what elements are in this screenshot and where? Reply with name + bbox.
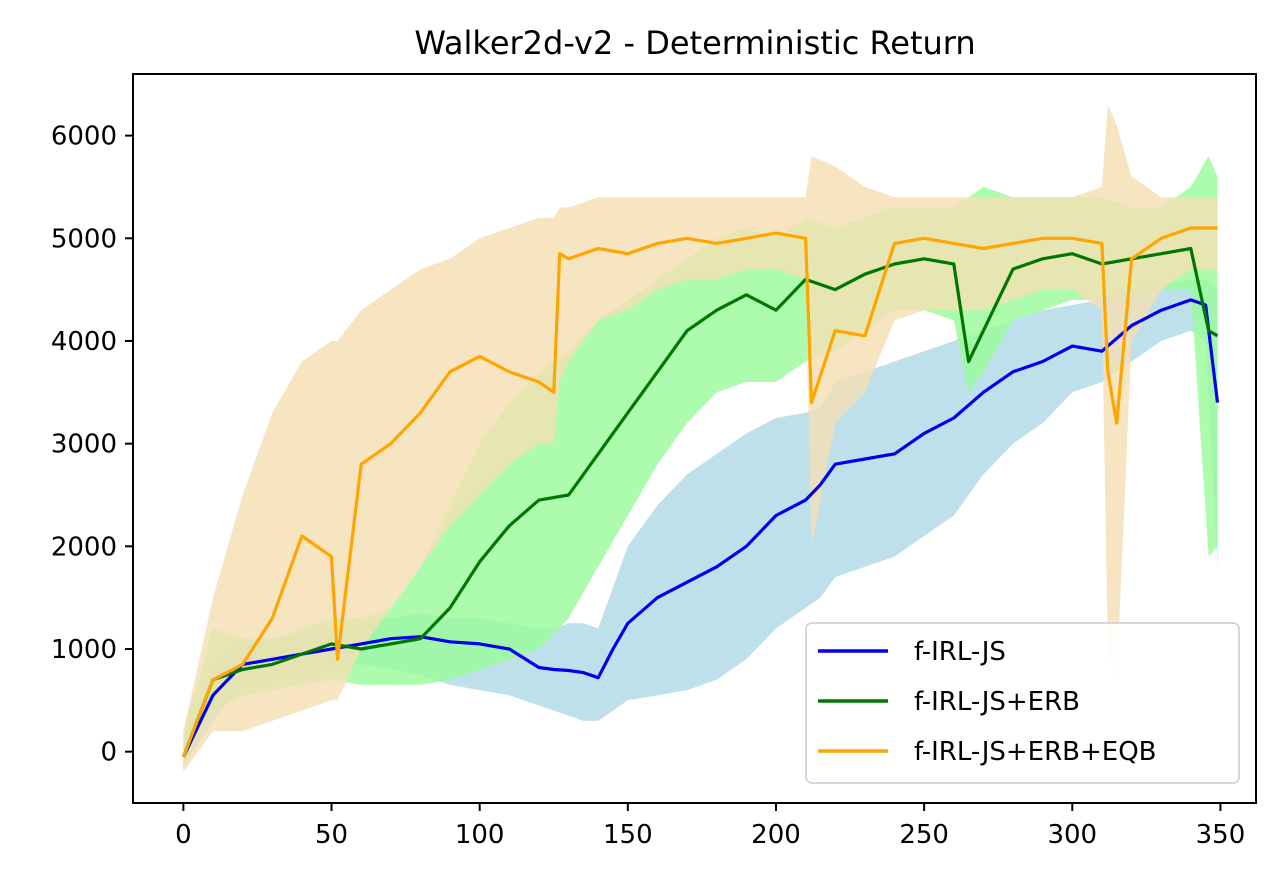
line-series-1 xyxy=(181,246,1219,758)
chart-title: Walker2d-v2 - Deterministic Return xyxy=(414,24,975,62)
x-tick-label: 350 xyxy=(1196,820,1246,850)
x-tick-label: 200 xyxy=(751,820,801,850)
series-lines xyxy=(181,226,1220,758)
legend: f-IRL-JS f-IRL-JS+ERB f-IRL-JS+ERB+EQB xyxy=(805,622,1240,784)
y-tick-label: 1000 xyxy=(51,635,117,665)
x-tick-label: 100 xyxy=(455,820,505,850)
y-tick-label: 4000 xyxy=(51,327,117,357)
legend-label-2: f-IRL-JS+ERB+EQB xyxy=(914,737,1157,767)
legend-box xyxy=(805,622,1240,784)
x-axis: 0 50 100 150 200 250 300 350 xyxy=(175,803,1245,850)
x-tick-label: 0 xyxy=(175,820,192,850)
y-tick-label: 5000 xyxy=(51,224,117,254)
y-tick-label: 6000 xyxy=(51,122,117,152)
legend-label-1: f-IRL-JS+ERB xyxy=(914,687,1080,717)
y-tick-label: 3000 xyxy=(51,430,117,460)
line-series-2 xyxy=(181,226,1218,758)
y-tick-label: 0 xyxy=(100,738,117,768)
x-tick-label: 300 xyxy=(1047,820,1097,850)
x-tick-label: 150 xyxy=(603,820,653,850)
legend-label-0: f-IRL-JS xyxy=(914,637,1006,667)
y-tick-label: 2000 xyxy=(51,532,117,562)
band-series-2 xyxy=(183,104,1218,773)
plot-frame xyxy=(132,73,1257,804)
x-tick-label: 250 xyxy=(899,820,949,850)
line-series-0 xyxy=(181,298,1220,758)
x-tick-label: 50 xyxy=(315,820,348,850)
y-axis: 0 1000 2000 3000 4000 5000 6000 xyxy=(51,122,133,768)
